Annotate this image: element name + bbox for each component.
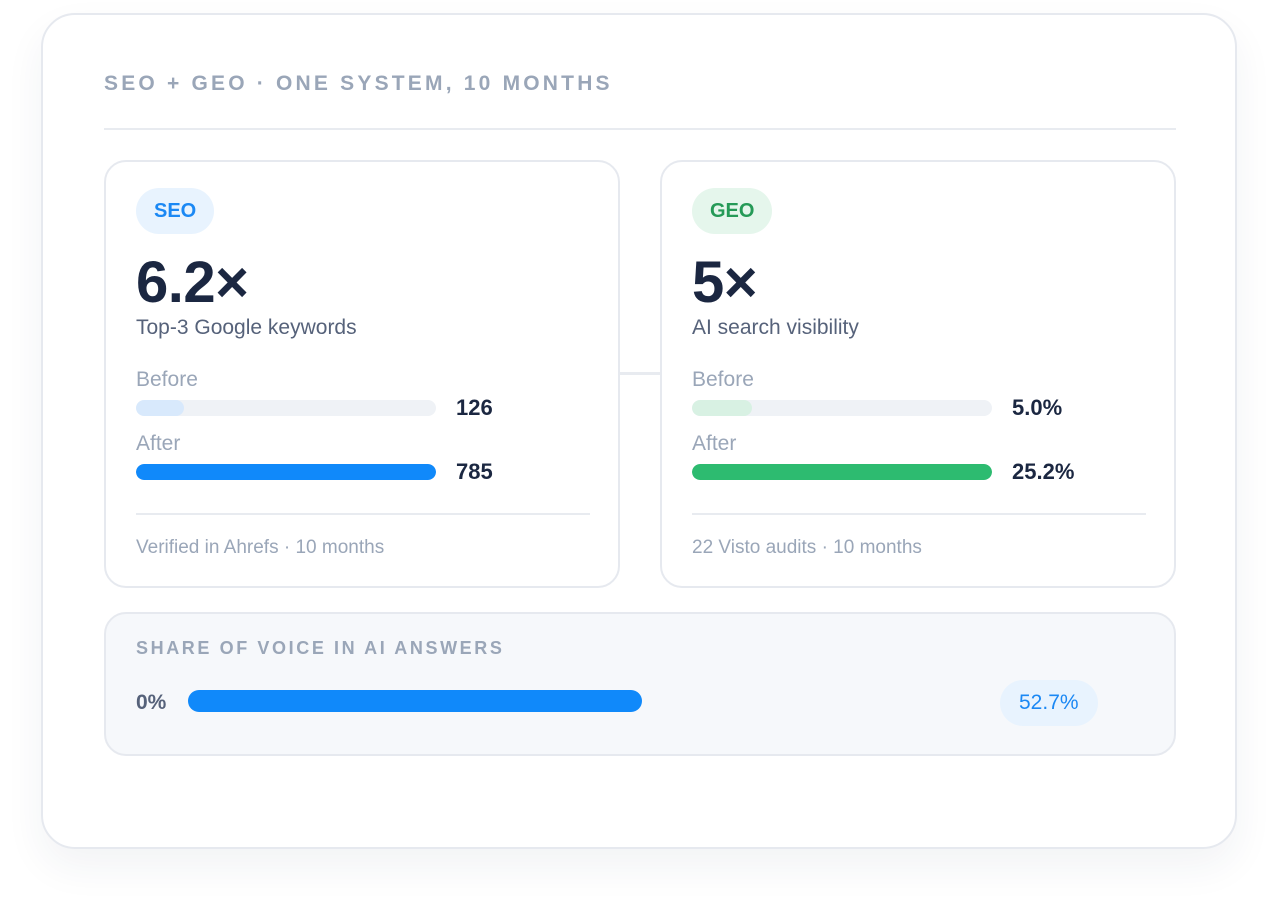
seo-after-track: [136, 464, 436, 480]
seo-before-label: Before: [136, 368, 198, 391]
seo-multiplier: 6.2×: [136, 250, 249, 315]
panel-heading: SEO + GEO · ONE SYSTEM, 10 MONTHS: [104, 72, 613, 95]
seo-before-value: 126: [456, 395, 493, 420]
share-of-voice-start-label: 0%: [136, 691, 167, 714]
seo-after-label: After: [136, 432, 181, 455]
geo-after-value: 25.2%: [1012, 459, 1075, 484]
geo-card-divider: [692, 513, 1146, 515]
geo-source-note: 22 Visto audits · 10 months: [692, 537, 922, 558]
geo-after-track: [692, 464, 992, 480]
geo-card: GEO 5× AI search visibility Before 5.0% …: [660, 160, 1176, 588]
seo-after-value: 785: [456, 459, 493, 484]
geo-before-track: [692, 400, 992, 416]
seo-card-divider: [136, 513, 590, 515]
geo-after-bar: [692, 464, 992, 480]
share-of-voice-bar: [188, 690, 643, 712]
geo-after-label: After: [692, 432, 737, 455]
share-of-voice-title: SHARE OF VOICE IN AI ANSWERS: [136, 638, 505, 658]
seo-tag: SEO: [136, 188, 215, 234]
seo-before-track: [136, 400, 436, 416]
geo-before-bar: [692, 400, 752, 416]
share-of-voice-value-badge: 52.7%: [1000, 680, 1098, 726]
seo-after-bar: [136, 464, 436, 480]
geo-before-value: 5.0%: [1012, 395, 1063, 420]
seo-before-bar: [136, 400, 184, 416]
seo-metric-label: Top-3 Google keywords: [136, 316, 357, 339]
card-connector: [618, 372, 662, 375]
seo-card: SEO 6.2× Top-3 Google keywords Before 12…: [104, 160, 620, 588]
heading-divider: [104, 128, 1176, 130]
share-of-voice-panel: SHARE OF VOICE IN AI ANSWERS 0% 52.7%: [104, 612, 1176, 756]
geo-tag: GEO: [692, 188, 773, 234]
geo-multiplier: 5×: [692, 250, 758, 315]
share-of-voice-track: [188, 690, 1050, 712]
seo-source-note: Verified in Ahrefs · 10 months: [136, 537, 385, 558]
geo-metric-label: AI search visibility: [692, 316, 859, 339]
geo-before-label: Before: [692, 368, 754, 391]
